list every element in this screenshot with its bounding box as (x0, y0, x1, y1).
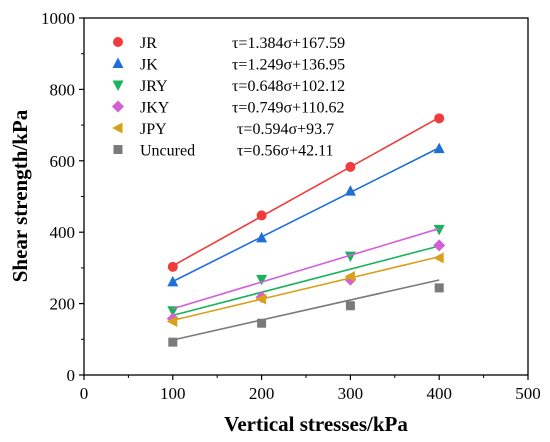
fit-line (172, 147, 440, 283)
legend-equation: τ=1.249σ+136.95 (232, 57, 345, 74)
x-tick-label: 200 (249, 384, 275, 403)
data-point (167, 261, 178, 272)
series-uncured (168, 279, 444, 347)
legend-label: JPY (140, 121, 167, 138)
legend-marker (113, 37, 123, 47)
y-axis-label: Shear strength/kPa (8, 109, 32, 282)
data-point (168, 337, 178, 347)
data-point (345, 161, 356, 172)
fit-line (172, 255, 440, 322)
data-point (257, 318, 267, 328)
legend-marker (112, 100, 124, 113)
legend-entry: JKY τ=0.749σ+110.62 (112, 100, 345, 117)
legend-label: JKY (140, 100, 170, 117)
legend-entry: JK τ=1.249σ+136.95 (112, 57, 345, 74)
data-point (344, 270, 355, 282)
data-point (433, 224, 445, 236)
data-point (433, 142, 445, 154)
data-point (344, 185, 356, 196)
x-tick-label: 100 (160, 384, 186, 403)
x-tick-label: 500 (515, 384, 541, 403)
axes: 0 100 200 300 400 500 0 200 400 600 800 1000 (41, 9, 541, 403)
legend-equation: τ=0.594σ+93.7 (237, 121, 334, 138)
data-point (167, 275, 179, 287)
plot-area (166, 113, 446, 347)
data-point (167, 306, 179, 317)
data-point (434, 283, 444, 293)
legend-marker (113, 145, 123, 154)
fit-line (172, 279, 440, 341)
legend-entry: Uncured τ=0.56σ+42.11 (113, 143, 334, 160)
legend-marker (112, 57, 124, 68)
legend-entry: JR τ=1.384σ+167.59 (113, 35, 345, 52)
legend-label: Uncured (140, 143, 195, 160)
y-tick-label: 0 (67, 366, 76, 385)
x-axis-label: Vertical stresses/kPa (224, 412, 408, 436)
fit-line (172, 116, 440, 267)
y-tick-label: 1000 (41, 9, 75, 28)
fit-line (172, 227, 440, 310)
data-point (345, 301, 355, 311)
legend-equation: τ=0.56σ+42.11 (237, 143, 334, 160)
y-tick-label: 600 (50, 152, 76, 171)
legend-label: JR (140, 35, 157, 52)
legend-equation: τ=0.749σ+110.62 (232, 100, 345, 117)
y-tick-label: 400 (50, 223, 76, 242)
fit-line (172, 245, 440, 317)
data-point (255, 293, 267, 305)
legend-label: JRY (140, 78, 168, 95)
series-jpy (166, 252, 444, 327)
data-point (166, 315, 178, 327)
series-jr (167, 113, 445, 272)
legend-entry: JPY τ=0.594σ+93.7 (112, 121, 334, 138)
data-point (433, 252, 444, 264)
legend-equation: τ=0.648σ+102.12 (232, 78, 345, 95)
data-point (433, 239, 446, 252)
y-tick-label: 200 (50, 295, 76, 314)
legend-label: JK (140, 57, 158, 74)
legend-marker (112, 80, 124, 91)
legend-equation: τ=1.384σ+167.59 (232, 35, 345, 52)
x-tick-label: 400 (426, 384, 452, 403)
legend: JR τ=1.384σ+167.59 JK τ=1.249σ+136.95 JRY τ=0… (112, 35, 345, 160)
data-point (434, 113, 445, 124)
data-point (256, 231, 268, 243)
x-tick-label: 0 (80, 384, 89, 403)
legend-marker (112, 122, 123, 134)
data-point (256, 274, 268, 286)
data-point (256, 210, 267, 221)
series-jk (167, 142, 445, 287)
x-tick-label: 300 (338, 384, 364, 403)
legend-entry: JRY τ=0.648σ+102.12 (112, 78, 345, 95)
y-tick-label: 800 (50, 80, 76, 99)
